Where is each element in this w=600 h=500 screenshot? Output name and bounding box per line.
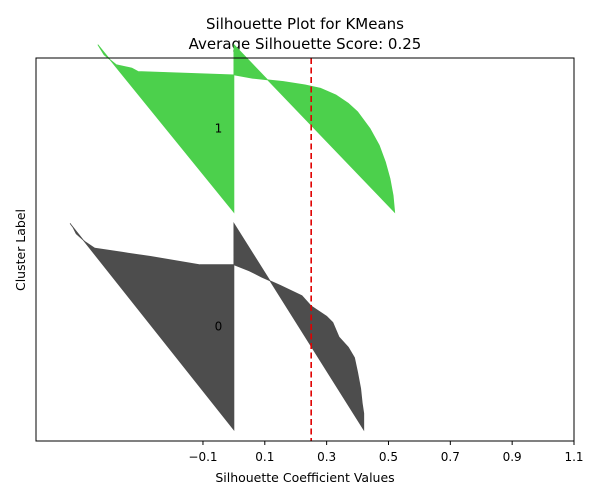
cluster-1-silhouette <box>97 43 396 214</box>
x-tick-label: 0.5 <box>379 450 398 464</box>
y-axis-label: Cluster Label <box>13 209 28 291</box>
cluster-label-0: 0 <box>215 320 223 334</box>
chart-title: Silhouette Plot for KMeans <box>206 15 404 33</box>
plot-frame <box>35 57 575 442</box>
cluster-silhouettes: 01 <box>69 43 396 432</box>
chart-subtitle: Average Silhouette Score: 0.25 <box>189 35 422 53</box>
x-tick-label: 0.9 <box>503 450 522 464</box>
x-tick-label: 0.1 <box>255 450 274 464</box>
x-tick-label: 1.1 <box>564 450 583 464</box>
x-axis-ticks: −0.1 0.1 0.3 0.5 0.7 0.9 1.1 <box>188 441 584 464</box>
cluster-label-1: 1 <box>215 121 223 135</box>
x-tick-label: 0.7 <box>441 450 460 464</box>
x-tick-label: −0.1 <box>188 450 217 464</box>
x-axis-label: Silhouette Coefficient Values <box>215 470 394 485</box>
x-tick-label: 0.3 <box>317 450 336 464</box>
cluster-0-silhouette <box>69 222 365 432</box>
